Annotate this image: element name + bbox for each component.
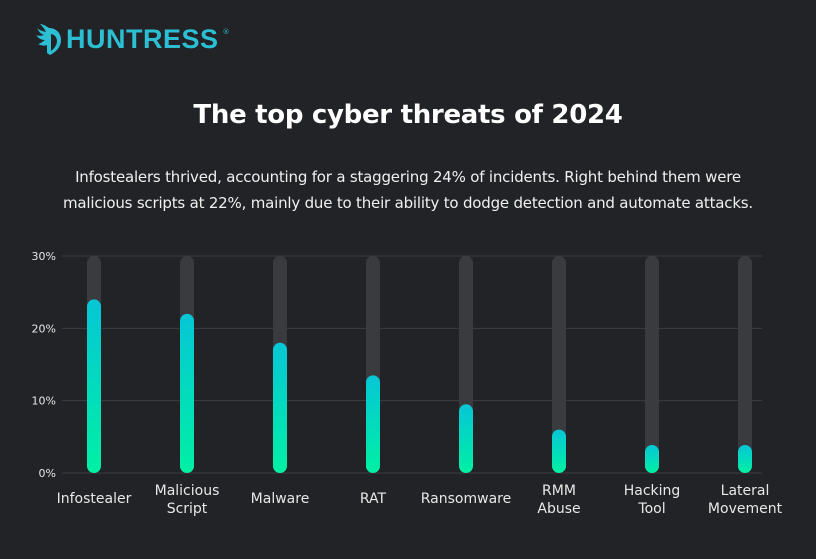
bar — [366, 375, 380, 473]
y-tick-label: 0% — [39, 467, 56, 480]
y-tick-label: 10% — [32, 395, 56, 408]
x-tick-label: Tool — [637, 501, 665, 517]
brand-name: HUNTRESS — [66, 23, 219, 54]
x-tick-label: Abuse — [537, 501, 580, 517]
x-tick-label: Movement — [708, 501, 783, 517]
page-title: The top cyber threats of 2024 — [193, 100, 623, 130]
subtitle-line-1: Infostealers thrived, accounting for a s… — [75, 168, 741, 186]
bar — [645, 445, 659, 473]
x-tick-label: RAT — [360, 491, 387, 507]
x-tick-label: Hacking — [624, 483, 681, 499]
x-tick-label: Infostealer — [57, 491, 132, 507]
subtitle-line-2: malicious scripts at 22%, mainly due to … — [63, 194, 753, 212]
bar — [459, 404, 473, 473]
x-tick-label: Malware — [251, 491, 310, 507]
subtitle: Infostealers thrived, accounting for a s… — [40, 164, 776, 216]
bar-chart: 0% 10% 20% 30% Infostealer Malicious Script Ma… — [32, 250, 783, 517]
bars — [87, 256, 752, 473]
bar — [738, 445, 752, 473]
x-tick-label: Script — [167, 501, 208, 517]
bar-track — [552, 256, 566, 473]
x-tick-label: Malicious — [155, 483, 220, 499]
bar-track — [738, 256, 752, 473]
huntress-knight-icon — [36, 24, 61, 55]
x-axis: Infostealer Malicious Script Malware RAT Rans… — [57, 483, 783, 517]
bar-track — [645, 256, 659, 473]
x-tick-label: RMM — [542, 483, 576, 499]
y-tick-label: 30% — [32, 250, 56, 263]
bar — [273, 342, 287, 473]
x-tick-label: Lateral — [721, 483, 770, 499]
bar — [87, 299, 101, 473]
bar — [552, 429, 566, 473]
y-tick-label: 20% — [32, 322, 56, 335]
y-axis: 0% 10% 20% 30% — [32, 250, 56, 480]
registered-mark: ® — [222, 28, 230, 36]
x-tick-label: Ransomware — [421, 491, 511, 507]
bar — [180, 313, 194, 473]
huntress-logo: HUNTRESS ® — [36, 22, 230, 56]
